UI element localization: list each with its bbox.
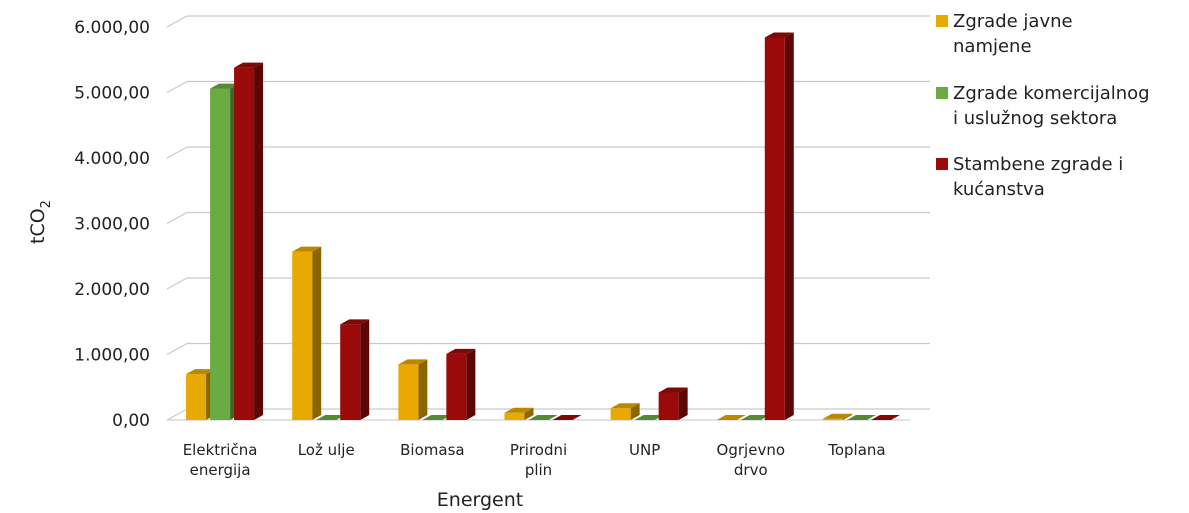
gridline-side <box>167 278 187 289</box>
bar-front <box>292 252 312 420</box>
y-tick-label: 6.000,00 <box>74 18 150 38</box>
legend-label-line: i uslužnog sektora <box>953 108 1117 129</box>
bar-front <box>505 413 525 420</box>
y-tick-label: 4.000,00 <box>74 149 150 169</box>
x-axis-categories: Električna energija Lož ulje Biomasa Prirodn… <box>183 441 886 479</box>
legend: Zgrade javne namjene Zgrade komercijalnog i… <box>936 11 1150 200</box>
x-tick-label-line: drvo <box>734 461 768 479</box>
x-tick-label-line: energija <box>190 461 251 479</box>
bar <box>553 415 582 420</box>
gridline-side <box>167 82 187 93</box>
x-tick-label-line: plin <box>525 461 552 479</box>
legend-entry: Stambene zgrade i kućanstva <box>936 154 1123 200</box>
x-tick-label-line: Lož ulje <box>298 441 355 459</box>
x-tick-label-line: Električna <box>183 441 258 459</box>
legend-label: Zgrade javne namjene <box>953 11 1073 57</box>
bar <box>234 63 263 420</box>
gridline-side <box>167 409 187 420</box>
bar <box>823 414 852 420</box>
bar-front <box>186 374 206 420</box>
x-axis-title: Energent <box>437 489 523 511</box>
legend-label-line: namjene <box>953 36 1032 57</box>
bar-front <box>210 89 230 420</box>
bar <box>847 415 876 420</box>
x-tick-label: Toplana <box>827 441 885 459</box>
bar-side <box>312 247 321 420</box>
bar-side <box>254 63 263 420</box>
legend-entry: Zgrade komercijalnog i uslužnog sektora <box>936 83 1150 129</box>
bar <box>340 319 369 420</box>
x-tick-label: Ogrjevno drvo <box>717 441 785 479</box>
y-axis-title-subscript: 2 <box>39 200 54 208</box>
x-tick-label-line: Ogrjevno <box>717 441 785 459</box>
bar <box>446 349 475 420</box>
gridline-side <box>167 213 187 224</box>
bar <box>717 415 746 420</box>
bar <box>292 247 321 420</box>
bar-side <box>466 349 475 420</box>
bar <box>611 403 640 420</box>
x-tick-label-line: Toplana <box>827 441 885 459</box>
bar <box>505 408 534 420</box>
bar <box>529 415 558 420</box>
gridlines <box>167 16 930 420</box>
x-tick-label-line: Prirodni <box>510 441 567 459</box>
legend-label-line: Zgrade javne <box>953 11 1073 32</box>
bar-front <box>340 324 360 420</box>
bar-front <box>765 37 785 420</box>
bar-front <box>234 68 254 420</box>
gridline-side <box>167 16 187 27</box>
x-tick-label: Električna energija <box>183 441 258 479</box>
bar-front <box>611 408 631 420</box>
x-tick-label: UNP <box>629 441 660 459</box>
legend-label-line: Stambene zgrade i <box>953 154 1123 175</box>
bar-side <box>785 32 794 420</box>
y-axis-title-main: tCO <box>27 208 49 244</box>
bar <box>398 359 427 420</box>
y-tick-label: 3.000,00 <box>74 215 150 235</box>
bar-top <box>717 415 746 420</box>
legend-entry: Zgrade javne namjene <box>936 11 1073 57</box>
legend-label-line: kućanstva <box>953 179 1045 200</box>
bar-front <box>398 364 418 420</box>
y-tick-label: 0,00 <box>112 411 150 431</box>
bar-top <box>529 415 558 420</box>
legend-label: Zgrade komercijalnog i uslužnog sektora <box>953 83 1150 129</box>
legend-swatch <box>936 158 948 170</box>
bar-side <box>679 387 688 420</box>
y-axis-title: tCO2 <box>27 200 54 244</box>
bar-front <box>823 419 843 420</box>
bar-side <box>418 359 427 420</box>
x-tick-label: Lož ulje <box>298 441 355 459</box>
bar-front <box>446 354 466 420</box>
bars <box>186 32 900 420</box>
bar <box>765 32 794 420</box>
gridline-side <box>167 147 187 158</box>
legend-swatch <box>936 87 948 99</box>
bar-front <box>659 392 679 420</box>
bar-top <box>871 415 900 420</box>
y-tick-label: 2.000,00 <box>74 280 150 300</box>
x-tick-label: Biomasa <box>400 441 464 459</box>
x-tick-label-line: Biomasa <box>400 441 464 459</box>
y-axis-ticks: 0,00 1.000,00 2.000,00 3.000,00 4.000,00 5.00… <box>74 18 150 431</box>
legend-swatch <box>936 15 948 27</box>
y-tick-label: 1.000,00 <box>74 346 150 366</box>
y-tick-label: 5.000,00 <box>74 84 150 104</box>
bar <box>659 387 688 420</box>
legend-label-line: Zgrade komercijalnog <box>953 83 1150 104</box>
bar-top <box>553 415 582 420</box>
x-tick-label-line: UNP <box>629 441 660 459</box>
gridline-side <box>167 344 187 355</box>
legend-label: Stambene zgrade i kućanstva <box>953 154 1123 200</box>
bar <box>871 415 900 420</box>
bar-top <box>847 415 876 420</box>
bar-side <box>360 319 369 420</box>
x-tick-label: Prirodni plin <box>510 441 567 479</box>
